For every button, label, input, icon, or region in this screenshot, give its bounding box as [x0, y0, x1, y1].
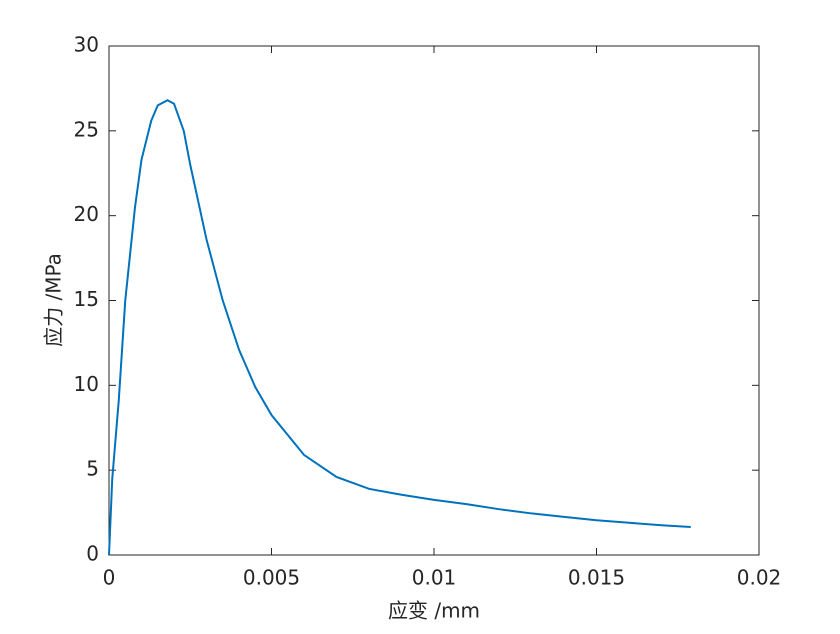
y-tick-label: 0: [86, 542, 99, 566]
x-tick-label: 0.015: [568, 566, 625, 590]
y-tick-label: 20: [74, 202, 99, 226]
x-axis-label: 应变 /mm: [388, 599, 480, 623]
y-axis-label: 应力 /MPa: [42, 253, 66, 347]
x-tick-label: 0.02: [737, 566, 782, 590]
data-line: [108, 99, 691, 556]
y-tick-label: 30: [74, 33, 99, 57]
y-tick-label: 5: [86, 457, 99, 481]
x-tick-label: 0: [103, 566, 116, 590]
x-tick-label: 0.01: [412, 566, 457, 590]
y-tick-label: 25: [74, 117, 99, 141]
y-tick-label: 15: [74, 287, 99, 311]
y-tick-label: 10: [74, 372, 99, 396]
x-tick-label: 0.005: [243, 566, 300, 590]
plot-box: [108, 45, 760, 556]
